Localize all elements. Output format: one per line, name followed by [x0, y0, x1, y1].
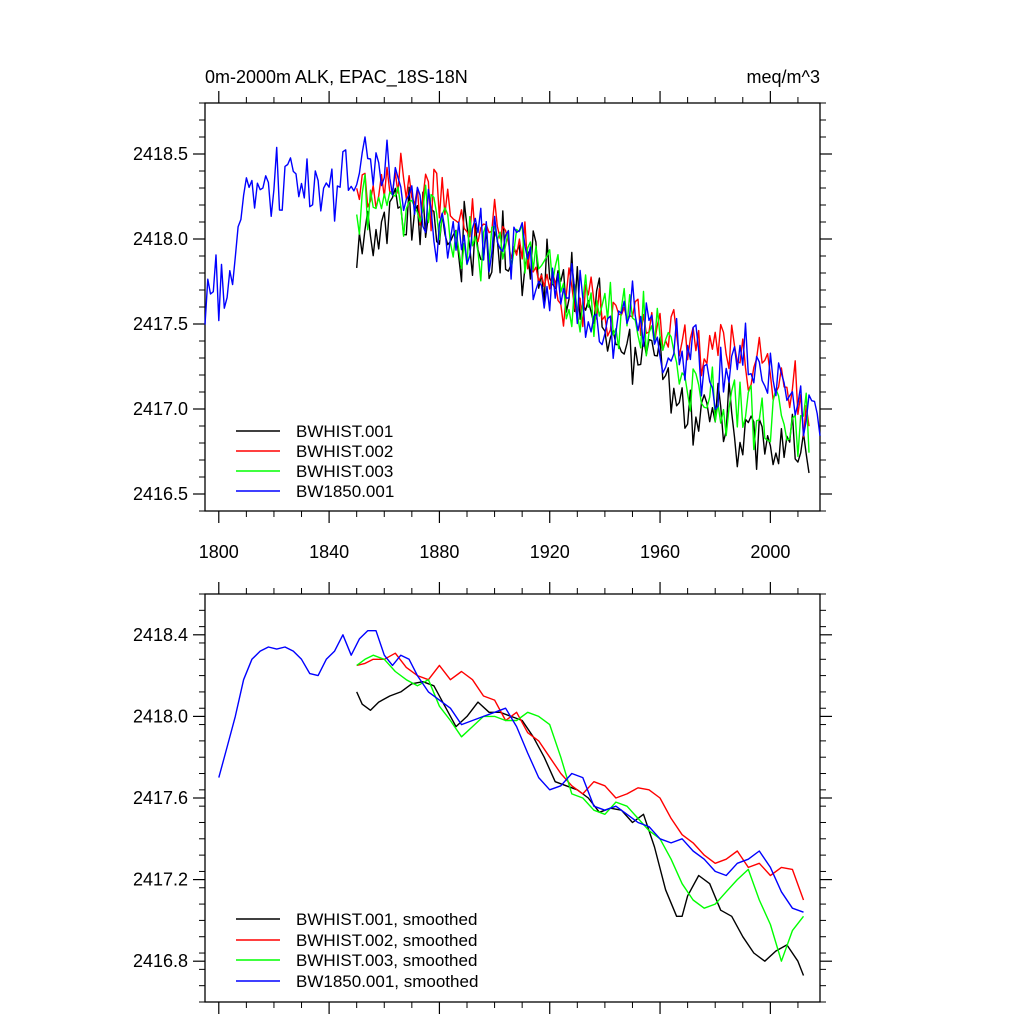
y-tick-label: 2418.5: [133, 144, 188, 164]
y-tick-labels-bottom: 2416.8 2417.2 2417.6 2418.0 2418.4: [133, 625, 188, 971]
panel-top: 0m-2000m ALK, EPAC_18S-18N meq/m^3 2416.…: [133, 67, 832, 562]
legend-top: BWHIST.001 BWHIST.002 BWHIST.003 BW1850.…: [236, 422, 394, 501]
series-line: [218, 630, 804, 913]
legend-label: BWHIST.001: [296, 422, 393, 441]
y-tick-label: 2416.8: [133, 951, 188, 971]
legend-label: BWHIST.003, smoothed: [296, 951, 477, 970]
legend-label: BW1850.001: [296, 482, 394, 501]
y-tick-label: 2418.0: [133, 229, 188, 249]
x-tick-label: 2000: [750, 542, 790, 562]
panel-bottom: 2416.8 2417.2 2417.6 2418.0 2418.4 BWHIS…: [133, 582, 832, 1014]
y-tick-label: 2417.6: [133, 788, 188, 808]
x-tick-label: 1920: [530, 542, 570, 562]
x-tick-label: 1880: [419, 542, 459, 562]
x-tick-label: 1800: [199, 542, 239, 562]
series-line: [356, 152, 810, 438]
legend-label: BWHIST.002: [296, 442, 393, 461]
series-line: [204, 136, 821, 437]
y-tick-label: 2417.5: [133, 314, 188, 334]
x-tick-label: 1960: [640, 542, 680, 562]
legend-label: BWHIST.003: [296, 462, 393, 481]
series-line: [356, 654, 805, 962]
legend-label: BW1850.001, smoothed: [296, 972, 478, 991]
y-tick-label: 2418.4: [133, 625, 188, 645]
series-lines-bottom: [218, 630, 805, 976]
x-tick-labels-top: 1800 1840 1880 1920 1960 2000: [199, 542, 791, 562]
y-tick-label: 2417.0: [133, 399, 188, 419]
x-tick-label: 1840: [309, 542, 349, 562]
ticks-bottom: [193, 582, 832, 1014]
chart-title: 0m-2000m ALK, EPAC_18S-18N: [205, 67, 468, 88]
series-line: [356, 652, 805, 901]
y-tick-label: 2417.2: [133, 870, 188, 890]
y-tick-labels-top: 2416.5 2417.0 2417.5 2418.0 2418.5: [133, 144, 188, 504]
ticks-top: [193, 91, 832, 523]
chart-units: meq/m^3: [747, 67, 820, 87]
series-lines-top: [204, 136, 821, 474]
legend-label: BWHIST.002, smoothed: [296, 931, 477, 950]
y-tick-label: 2416.5: [133, 484, 188, 504]
legend-label: BWHIST.001, smoothed: [296, 910, 477, 929]
y-tick-label: 2418.0: [133, 706, 188, 726]
legend-bottom: BWHIST.001, smoothed BWHIST.002, smoothe…: [236, 910, 478, 991]
